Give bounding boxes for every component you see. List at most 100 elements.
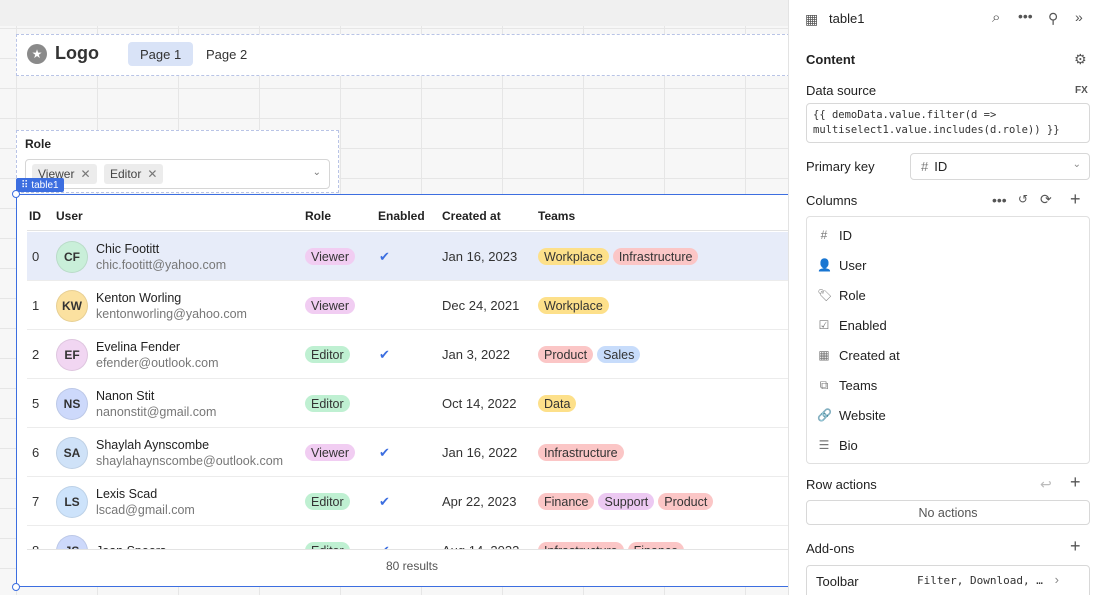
chevron-right-icon: ›	[1054, 572, 1059, 587]
cell-role: Editor	[305, 330, 354, 379]
header-frame[interactable]: ★ Logo Page 1 Page 2	[16, 34, 788, 76]
table-row[interactable]: 0 CF Chic Footitt chic.footitt@yahoo.com Vie…	[27, 232, 788, 281]
user-name: Chic Footitt	[96, 241, 160, 256]
role-badge: Viewer	[305, 248, 355, 265]
column-item-id[interactable]: # ID	[817, 225, 852, 245]
cell-created-at: Jan 3, 2022	[442, 347, 510, 362]
team-badge: Product	[538, 346, 594, 363]
chevron-down-icon[interactable]: ⌄	[312, 167, 321, 178]
content-section-title[interactable]: Content	[806, 52, 856, 67]
column-header-id[interactable]: ID	[29, 209, 41, 223]
column-header-created-at[interactable]: Created at	[442, 209, 501, 223]
cell-role: Editor	[305, 379, 354, 428]
fx-button[interactable]: FX	[1075, 85, 1088, 96]
user-name: Evelina Fender	[96, 339, 181, 354]
column-item-label: Bio	[839, 437, 858, 453]
no-actions-box[interactable]: No actions	[806, 500, 1090, 525]
role-multiselect-frame[interactable]: Role Viewer ✕ Editor ✕ ⌄	[16, 130, 339, 193]
column-header-enabled[interactable]: Enabled	[378, 209, 425, 223]
sliders-icon[interactable]: ⚙	[1074, 51, 1087, 67]
collapse-icon[interactable]: »	[1075, 9, 1083, 25]
column-item-website[interactable]: 🔗 Website	[817, 405, 886, 425]
cell-id: 6	[32, 445, 40, 460]
column-header-role[interactable]: Role	[305, 209, 332, 223]
column-item-user[interactable]: 👤 User	[817, 255, 866, 275]
cell-user: SA Shaylah Aynscombe shaylahaynscombe@outl…	[56, 428, 283, 477]
team-badge: Infrastructure	[612, 248, 699, 265]
table-row[interactable]: 2 EF Evelina Fender efender@outlook.com Edit…	[27, 330, 788, 379]
refresh-icon[interactable]: ⟳	[1040, 191, 1052, 207]
data-source-input[interactable]: {{ demoData.value.filter(d => multiselec…	[806, 103, 1090, 143]
table-row[interactable]: 7 LS Lexis Scad lscad@gmail.com Editor ✔ Apr 2…	[27, 477, 788, 526]
cell-enabled: ✔	[379, 428, 390, 477]
add-row-action-icon[interactable]: +	[1070, 472, 1081, 492]
users-table[interactable]: ID User Role Enabled Created at Teams 0 C…	[27, 201, 788, 553]
primary-key-select[interactable]: # ID ⌄	[910, 153, 1090, 180]
app-canvas: ★ Logo Page 1 Page 2 Role Viewer ✕ Edito…	[0, 26, 788, 595]
panel-title[interactable]: table1	[829, 11, 865, 26]
columns-section-title: Columns	[806, 193, 858, 208]
row-actions-title: Row actions	[806, 477, 877, 492]
cell-teams: Finance Support Product	[538, 477, 717, 526]
column-header-user[interactable]: User	[56, 209, 83, 223]
resize-handle[interactable]	[12, 190, 20, 198]
chip-label: Editor	[110, 167, 142, 181]
avatar: KW	[56, 289, 88, 322]
cell-enabled: ✔	[379, 232, 390, 281]
cell-id: 1	[32, 298, 40, 313]
component-tag[interactable]: ⠿ table1	[16, 178, 64, 192]
cell-created-at: Jan 16, 2022	[442, 445, 518, 460]
reset-icon[interactable]: ↺	[1018, 192, 1029, 206]
table-row[interactable]: 1 KW Kenton Worling kentonworling@yahoo.com…	[27, 281, 788, 330]
team-badge: Infrastructure	[538, 542, 624, 553]
more-icon[interactable]: •••	[992, 192, 1007, 208]
user-name: Nanon Stit	[96, 388, 155, 403]
resize-handle[interactable]	[12, 583, 20, 591]
nav-tab-page-2[interactable]: Page 2	[206, 46, 248, 62]
nav-tab-page-1[interactable]: Page 1	[128, 42, 194, 66]
column-item-bio[interactable]: ☰ Bio	[817, 435, 858, 455]
more-icon[interactable]: •••	[1018, 8, 1033, 24]
add-icon[interactable]: +	[1070, 189, 1081, 209]
role-badge: Viewer	[305, 444, 355, 461]
team-badge: Product	[658, 493, 714, 510]
table-frame[interactable]: ID User Role Enabled Created at Teams 0 C…	[16, 194, 788, 587]
role-multiselect[interactable]: Viewer ✕ Editor ✕ ⌄	[25, 159, 330, 189]
column-item-role[interactable]: 🏷 Role	[817, 285, 866, 305]
avatar: LS	[56, 485, 88, 518]
remove-icon[interactable]: ✕	[80, 167, 91, 181]
cell-created-at: Dec 24, 2021	[442, 298, 520, 313]
add-addon-icon[interactable]: +	[1070, 536, 1081, 556]
column-item-label: Teams	[839, 377, 878, 393]
user-text: Kenton Worling kentonworling@yahoo.com	[96, 290, 247, 322]
text-icon: ☰	[818, 438, 830, 452]
pin-icon[interactable]: ⚲	[1048, 10, 1059, 26]
toolbar-addon[interactable]: Toolbar Filter, Download, … ›	[806, 565, 1090, 595]
table-row[interactable]: 8 JSJoan Speers Editor ✔ Aug 14, 2022 Infrast…	[27, 526, 788, 553]
inspector-panel: ▦ table1 ⌕ ••• ⚲ » Content ⚙ Data source…	[788, 0, 1109, 595]
tag-icon: 🏷	[817, 288, 833, 302]
table-header: ID User Role Enabled Created at Teams	[27, 201, 788, 231]
user-name: Kenton Worling	[96, 290, 182, 305]
remove-icon[interactable]: ✕	[147, 167, 158, 181]
cell-teams: InfrastructureFinance	[538, 526, 688, 553]
user-text: Joan Speers	[96, 543, 166, 554]
user-text: Lexis Scad lscad@gmail.com	[96, 486, 195, 518]
column-item-teams[interactable]: ⧉ Teams	[817, 375, 878, 395]
role-badge: Editor	[305, 493, 350, 510]
role-chip-editor[interactable]: Editor ✕	[104, 164, 164, 184]
drag-handle-icon[interactable]: ⠿	[21, 179, 29, 191]
undo-icon[interactable]: ↩	[1040, 476, 1052, 492]
results-count: 80 results	[27, 549, 788, 581]
table-row[interactable]: 5 NS Nanon Stit nanonstit@gmail.com Editor Oc…	[27, 379, 788, 428]
column-item-enabled[interactable]: ☑ Enabled	[817, 315, 887, 335]
user-text: Chic Footitt chic.footitt@yahoo.com	[96, 241, 226, 273]
table-row[interactable]: 6 SA Shaylah Aynscombe shaylahaynscombe@out…	[27, 428, 788, 477]
search-icon[interactable]: ⌕	[992, 9, 1001, 26]
column-item-created-at[interactable]: ▦ Created at	[817, 345, 899, 365]
team-badge: Infrastructure	[538, 444, 624, 461]
cell-enabled: ✔	[379, 477, 390, 526]
column-header-teams[interactable]: Teams	[538, 209, 576, 223]
checkbox-icon: ☑	[818, 318, 830, 332]
calendar-icon: ▦	[818, 348, 830, 362]
